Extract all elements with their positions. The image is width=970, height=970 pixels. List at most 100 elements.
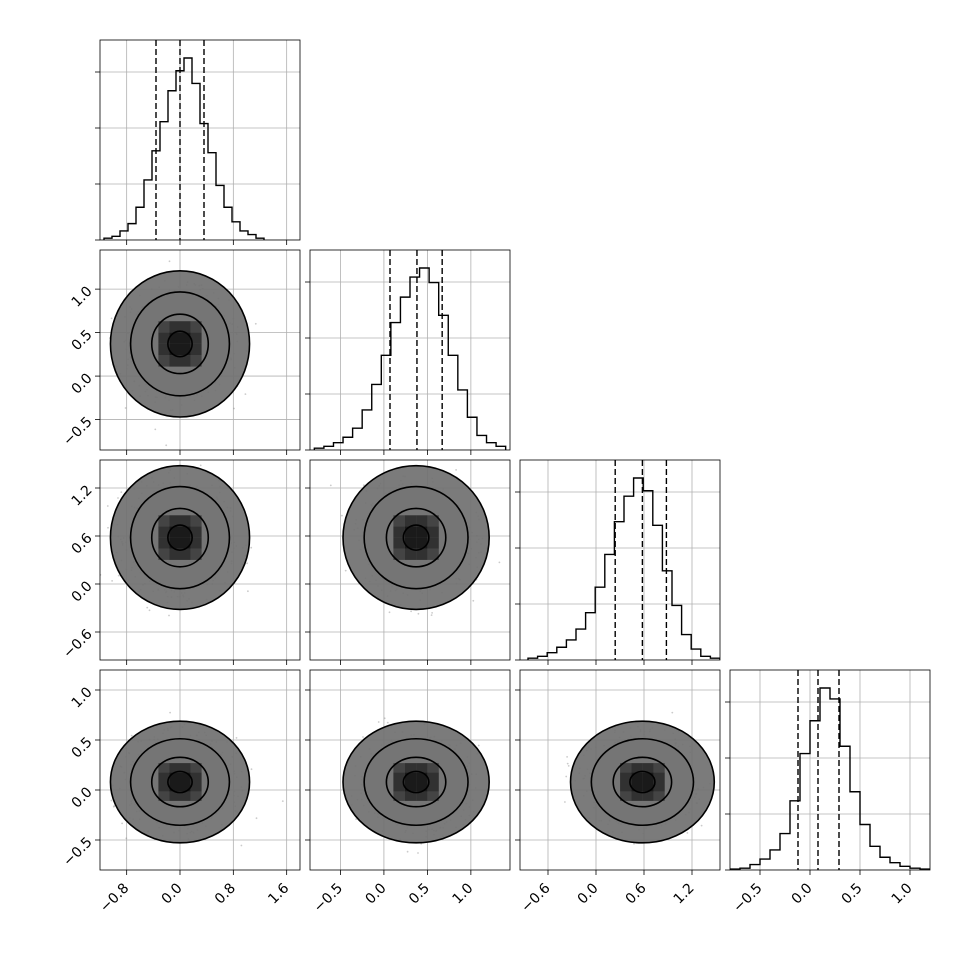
density-cell (180, 791, 191, 801)
scatter-point (110, 799, 113, 802)
density-cell (404, 548, 417, 560)
contour-line-1 (402, 770, 430, 794)
density-cell (404, 763, 417, 773)
contour-line-2 (150, 313, 210, 375)
density-cell (404, 526, 417, 538)
density-cell (190, 782, 202, 792)
density-cell (393, 782, 405, 792)
contour-line-3 (363, 737, 469, 827)
density-cell (180, 343, 191, 356)
scatter-point (169, 711, 171, 714)
scatter-point (250, 546, 253, 549)
density-cell (180, 548, 191, 560)
panel-frame (309, 669, 511, 871)
joint-panel-3-2 (305, 448, 511, 665)
density-cell (404, 782, 417, 792)
density-cell (427, 763, 439, 773)
scatter-point (341, 514, 343, 517)
contour-line-1 (402, 524, 430, 551)
density-cell (404, 515, 417, 527)
density-cells (158, 515, 202, 560)
scatter-point (386, 721, 389, 724)
joint-panel-4-1: −0.50.00.51.0−0.8 0.0 0.8 1.6 (60, 669, 301, 916)
density-cell (180, 332, 191, 344)
scatter-point (247, 590, 249, 593)
y-tick-label: 0.0 (69, 578, 96, 605)
density-cell (169, 526, 180, 538)
scatter-point (417, 852, 419, 854)
contour-line-2 (150, 507, 210, 568)
contour-line-3 (129, 737, 231, 827)
scatter-point (168, 614, 170, 617)
contour-line-4 (342, 720, 490, 844)
scatter-point (472, 599, 475, 602)
contour-line-2 (385, 507, 447, 568)
scatter-point (117, 497, 119, 499)
density-cells (158, 321, 202, 367)
scatter-point (244, 393, 247, 395)
scatter-point (246, 562, 249, 565)
density-cell (169, 343, 180, 356)
contour-line-4 (109, 270, 251, 418)
density-cell (393, 763, 405, 773)
scatter-point (146, 606, 149, 609)
scatter-point (329, 484, 332, 487)
panel-frame (99, 249, 301, 451)
density-cell (427, 772, 439, 782)
density-cell (393, 548, 405, 560)
scatter-point (424, 448, 426, 450)
density-cell (427, 782, 439, 792)
density-cell (190, 763, 202, 773)
scatter-point (168, 260, 171, 263)
density-cell (158, 782, 170, 792)
density-cell (169, 515, 180, 527)
y-tick-label: 0.0 (69, 370, 96, 397)
scatter-point (96, 314, 98, 316)
density-cell (416, 782, 428, 792)
density-cell (427, 548, 439, 560)
scatter-point (362, 484, 365, 487)
scatter-point (154, 428, 157, 431)
scatter-point (89, 533, 91, 535)
density-cells (393, 763, 439, 801)
contour-line-1 (167, 330, 193, 358)
scatter-point (110, 317, 113, 320)
density-cell (427, 537, 439, 549)
contour-line-2 (385, 756, 447, 808)
density-cell (190, 343, 202, 356)
histogram-series (103, 57, 265, 240)
density-cell (180, 526, 191, 538)
density-cell (158, 763, 170, 773)
scatter-point (362, 736, 364, 738)
scatter-point (383, 717, 386, 720)
scatter-point (477, 744, 480, 747)
marginal-panel-3 (515, 459, 721, 665)
density-cell (190, 791, 202, 801)
contour-line-3 (129, 485, 231, 590)
density-cell (190, 537, 202, 549)
density-cell (169, 355, 180, 367)
scatter-point (124, 407, 127, 409)
histogram-series (313, 267, 507, 450)
scatter-point (125, 837, 128, 840)
scatter-point (250, 768, 253, 771)
y-tick-label: −0.5 (60, 414, 95, 449)
contour-line-1 (167, 770, 193, 794)
panel-frame (309, 459, 511, 661)
scatter-point (121, 822, 123, 825)
scatter-point (455, 469, 457, 471)
y-tick-label: 0.5 (69, 327, 96, 354)
scatter-point (406, 850, 409, 853)
density-cell (416, 548, 428, 560)
density-cell (393, 515, 405, 527)
density-cell (158, 772, 170, 782)
density-cell (190, 772, 202, 782)
scatter-point (566, 762, 569, 765)
density-cell (190, 355, 202, 367)
marginal-panel-2 (305, 249, 511, 455)
scatter-point (240, 844, 243, 847)
density-cell (180, 763, 191, 773)
contour-line-3 (363, 485, 469, 590)
density-cell (416, 526, 428, 538)
